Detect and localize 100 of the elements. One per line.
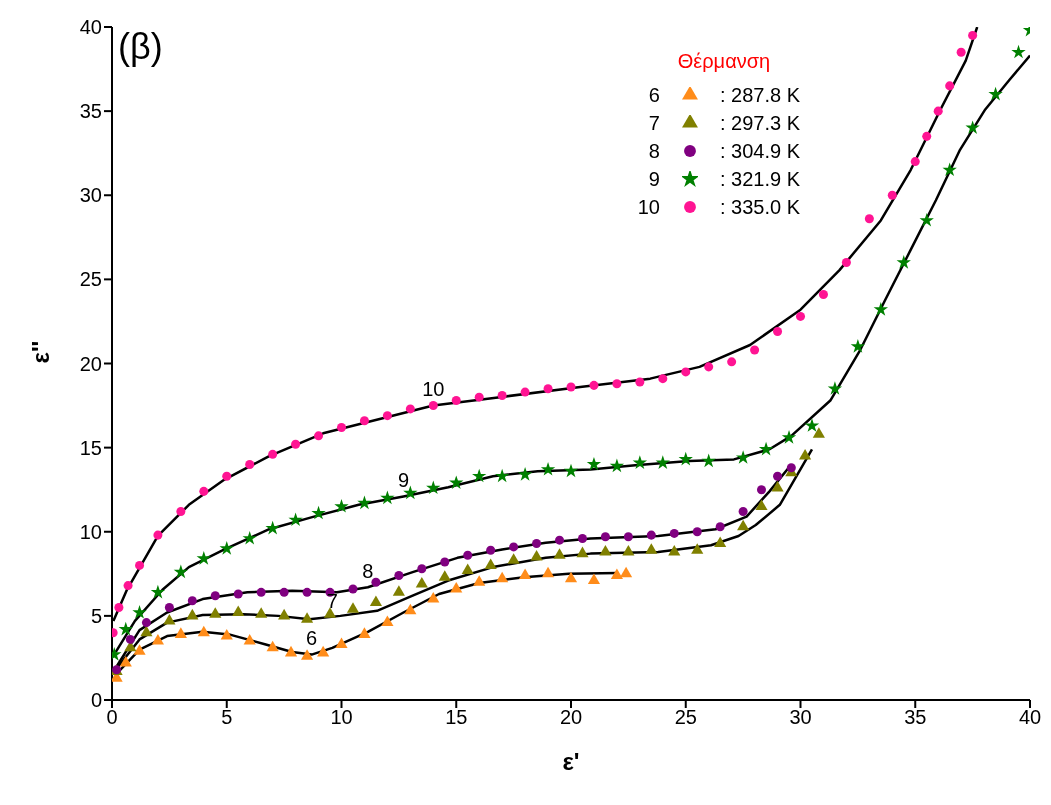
point [392,585,405,596]
point [692,527,702,537]
point [358,627,371,638]
point [382,411,392,421]
point [173,564,189,579]
point [497,390,507,400]
point [311,505,326,520]
point [357,495,372,510]
point [795,311,806,321]
point [243,634,256,645]
y-tick-label: 10 [79,520,102,543]
point [786,463,796,473]
point [678,451,693,466]
point [381,615,394,627]
point [727,357,737,367]
y-axis-title: ε'' [26,340,54,364]
point [474,392,484,402]
point [532,539,542,549]
point [450,581,463,593]
y-tick-label: 35 [79,100,102,123]
point [348,584,358,594]
point [827,381,843,395]
legend-label: : 287.8 K [719,83,800,107]
point [566,382,576,392]
point [910,157,920,167]
point [956,47,966,57]
point [496,571,509,583]
point [799,449,812,460]
point [141,618,151,628]
point [369,595,382,606]
point [658,374,668,384]
legend-title: Θέρμανση [676,50,772,73]
point [669,528,679,538]
point [266,640,279,652]
point [197,625,210,637]
point [668,544,681,556]
point [334,498,349,513]
x-tick-label: 20 [559,706,583,729]
point [610,568,623,579]
y-tick-label: 5 [90,604,102,627]
point [187,596,197,606]
point [715,522,725,532]
point [818,290,828,300]
point [622,544,635,556]
point [737,519,750,531]
point [232,605,245,617]
point [933,106,943,116]
annotation: 9 [397,468,410,491]
point [317,645,330,657]
point [612,379,622,389]
point [864,214,874,224]
y-tick-label: 0 [90,689,102,712]
point [655,455,670,469]
legend-label: : 304.9 K [719,139,800,163]
point [336,422,347,432]
point [380,490,395,505]
point [242,530,257,545]
point [750,345,760,355]
point [150,584,166,599]
point [209,607,222,618]
annotation: 9 [647,167,660,191]
point [132,604,147,619]
point [314,431,324,441]
x-tick-label: 5 [221,706,233,729]
point [587,573,601,585]
annotation: 6 [306,626,318,649]
point [589,380,599,390]
point [701,453,716,468]
annotation: 10 [636,195,660,219]
point [301,612,314,623]
annotation: 10 [422,377,445,400]
legend-label: : 335.0 K [719,195,800,219]
point [405,404,415,414]
point [599,544,612,556]
point [756,485,766,495]
point [135,560,145,570]
point [233,589,243,599]
point [841,258,851,268]
point [125,634,135,644]
point [118,621,133,636]
point [773,327,783,337]
point [714,536,727,548]
point [520,387,530,397]
point [965,120,980,135]
point [609,458,625,473]
point [873,302,889,316]
point [186,608,199,620]
point [288,512,303,527]
point [635,377,645,387]
point [942,162,957,177]
y-tick-label: 30 [79,184,102,207]
point [371,577,381,587]
point [210,591,220,601]
point [781,429,797,444]
point [494,468,510,483]
point [1011,44,1026,59]
point [563,463,579,478]
y-tick-label: 20 [79,352,102,375]
point [199,486,209,496]
point [438,570,451,581]
